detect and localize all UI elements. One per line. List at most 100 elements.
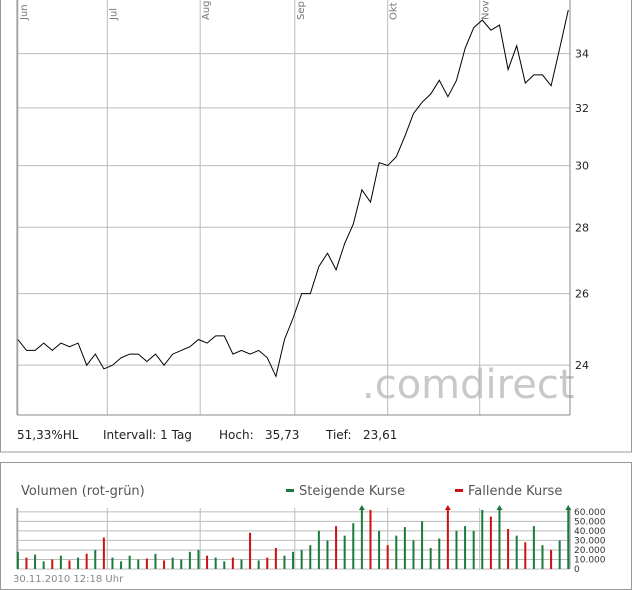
- y-tick-label: 26: [575, 288, 589, 301]
- info-high: 35,73: [265, 428, 299, 442]
- volume-bar: [455, 530, 458, 569]
- volume-bar: [188, 551, 191, 569]
- volume-bar: [438, 538, 441, 569]
- price-line: [17, 9, 569, 378]
- volume-bar: [507, 528, 510, 569]
- volume-bar: [231, 557, 234, 569]
- overflow-arrow: [358, 505, 365, 510]
- volume-bar: [369, 509, 372, 569]
- legend-label: Steigende Kurse: [299, 484, 405, 499]
- volume-bar: [223, 561, 226, 569]
- x-tick-label: Okt: [389, 2, 400, 20]
- info-interval: Intervall: 1 Tag: [103, 428, 192, 442]
- volume-bar: [472, 530, 475, 569]
- y-tick-label: 40.000: [574, 527, 606, 537]
- y-tick-label: 28: [575, 221, 589, 234]
- volume-bar: [137, 559, 140, 569]
- volume-bar: [25, 557, 28, 569]
- y-tick-label: 20.000: [574, 546, 606, 556]
- volume-bar: [163, 560, 166, 569]
- volume-bar: [249, 532, 252, 569]
- volume-bar: [352, 523, 355, 569]
- volume-bar: [524, 542, 527, 569]
- volume-bar: [102, 537, 105, 569]
- volume-bar: [386, 545, 389, 569]
- x-tick-label: Nov: [481, 0, 492, 20]
- volume-bar: [154, 553, 157, 569]
- info-range: 51,33%HL: [17, 428, 79, 442]
- y-tick-label: 0: [574, 565, 580, 575]
- y-tick-label: 50.000: [574, 517, 606, 527]
- volume-panel: [0, 462, 632, 590]
- volume-bar: [85, 553, 88, 569]
- y-tick-label: 30.000: [574, 536, 606, 546]
- volume-bar: [274, 548, 277, 569]
- legend-label: Fallende Kurse: [468, 484, 562, 499]
- x-tick-label: Jun: [19, 4, 30, 21]
- volume-bar: [481, 509, 484, 569]
- volume-bar: [16, 551, 19, 569]
- volume-bar: [541, 545, 544, 569]
- volume-bar: [326, 540, 329, 569]
- volume-bar: [335, 526, 338, 569]
- volume-bar: [257, 560, 260, 569]
- overflow-arrow: [496, 505, 503, 510]
- overflow-arrow: [565, 505, 572, 510]
- volume-bar: [94, 549, 97, 569]
- legend-swatch: [455, 489, 463, 492]
- volume-bar: [343, 535, 346, 569]
- y-tick-label: 24: [575, 359, 589, 372]
- volume-title: Volumen (rot-grün): [21, 484, 145, 499]
- y-tick-label: 10.000: [574, 555, 606, 565]
- y-tick-label: 30: [575, 160, 589, 173]
- volume-bar: [412, 540, 415, 569]
- x-tick-label: Jul: [108, 8, 119, 21]
- volume-bar: [309, 545, 312, 569]
- volume-bar: [68, 560, 71, 569]
- y-tick-label: 32: [575, 102, 589, 115]
- volume-bar: [214, 557, 217, 569]
- volume-bar: [498, 508, 501, 569]
- x-tick-label: Aug: [201, 0, 212, 20]
- volume-bar: [558, 540, 561, 569]
- overflow-arrow: [444, 505, 451, 510]
- info-high-label: Hoch:: [219, 428, 254, 442]
- volume-bar: [300, 549, 303, 569]
- volume-bar: [240, 559, 243, 569]
- volume-bar: [180, 559, 183, 569]
- x-tick-label: Sep: [296, 1, 307, 20]
- volume-bar: [395, 535, 398, 569]
- volume-bar: [283, 555, 286, 569]
- volume-bar: [266, 557, 269, 569]
- volume-bar: [77, 557, 80, 569]
- volume-bar: [446, 508, 449, 569]
- legend-swatch: [286, 489, 294, 492]
- volume-bar: [567, 508, 570, 569]
- y-tick-label: 60.000: [574, 508, 606, 518]
- volume-bar: [197, 549, 200, 569]
- volume-bar: [464, 526, 467, 569]
- volume-bar: [429, 548, 432, 569]
- volume-bar: [403, 527, 406, 569]
- info-low-label: Tief:: [325, 428, 352, 442]
- volume-bar: [360, 508, 363, 569]
- volume-bar: [120, 561, 123, 569]
- volume-bar: [59, 555, 62, 569]
- watermark: .comdirect: [362, 362, 575, 408]
- volume-bar: [532, 526, 535, 569]
- volume-bar: [515, 535, 518, 569]
- timestamp: 30.11.2010 12:18 Uhr: [13, 574, 124, 585]
- volume-bar: [550, 549, 553, 569]
- volume-bar: [421, 521, 424, 569]
- volume-bar: [145, 558, 148, 569]
- volume-bar: [206, 555, 209, 569]
- volume-bar: [111, 557, 114, 569]
- volume-bar: [34, 554, 37, 569]
- info-low: 23,61: [363, 428, 397, 442]
- volume-bar: [128, 555, 131, 569]
- volume-bar: [51, 559, 54, 569]
- volume-bar: [378, 530, 381, 569]
- volume-bar: [317, 530, 320, 569]
